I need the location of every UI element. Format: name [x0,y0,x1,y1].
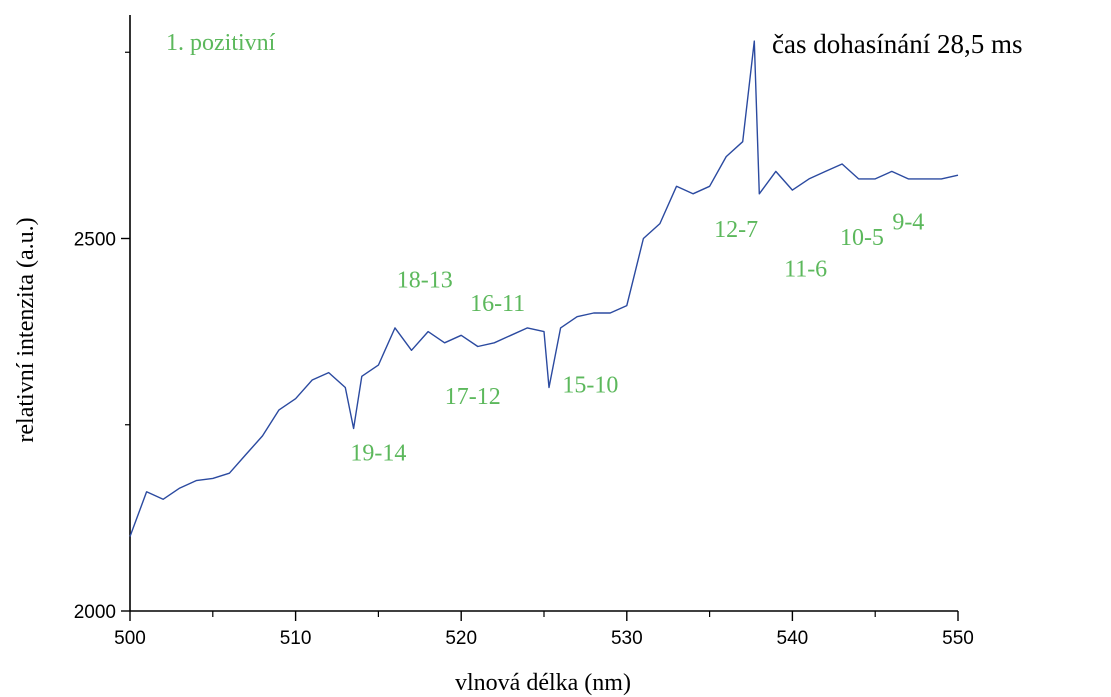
series-layer [129,40,959,537]
band-label: 11-6 [784,256,827,282]
y-axis-title: relativní intenzita (a.u.) [13,217,39,442]
spectrum-line [129,40,959,537]
x-tick-label: 530 [611,628,643,649]
x-tick-label: 500 [114,628,146,649]
x-axis-title: vlnová délka (nm) [455,670,631,696]
y-tick-label: 2000 [74,602,116,623]
chart-title: čas dohasínání 28,5 ms [772,29,1022,59]
band-label: 19-14 [350,441,406,467]
band-label: 10-5 [840,225,884,251]
band-label: 16-11 [470,291,525,317]
axes: 500 510 520 530 540 550 2000 2500 [74,15,974,649]
band-label: 9-4 [892,210,924,236]
chart-subtitle: 1. pozitivní [166,30,276,56]
band-label: 15-10 [562,373,618,399]
x-tick-label: 550 [942,628,974,649]
x-tick-label: 540 [777,628,809,649]
band-label: 17-12 [445,384,501,410]
band-label: 12-7 [714,217,758,243]
labels-layer: čas dohasínání 28,5 ms 1. pozitivní vlno… [13,29,1022,696]
x-tick-label: 520 [445,628,477,649]
band-label: 18-13 [397,268,453,294]
y-tick-label: 2500 [74,230,116,251]
x-tick-label: 510 [280,628,312,649]
